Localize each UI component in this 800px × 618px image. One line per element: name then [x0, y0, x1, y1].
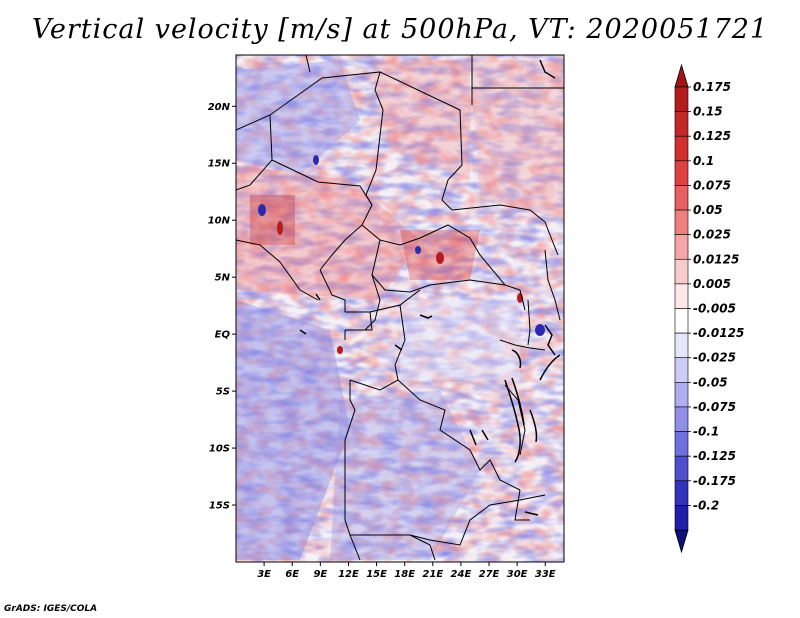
colorbar-label: -0.025 [693, 351, 736, 365]
lon-label: 24E [451, 569, 472, 580]
lon-label: 6E [285, 569, 299, 580]
lon-label: 18E [394, 569, 415, 580]
colorbar-swatch [674, 357, 689, 383]
colorbar-label: -0.075 [693, 400, 736, 414]
map-frame [235, 54, 565, 563]
colorbar-label: 0.025 [693, 228, 731, 242]
colorbar-swatch [674, 455, 689, 482]
colorbar-top-arrow [674, 63, 689, 88]
colorbar-swatch [674, 406, 689, 432]
colorbar-label: 0.15 [693, 105, 723, 119]
colorbar-label: 0.175 [693, 80, 731, 94]
lon-label: 33E [535, 569, 556, 580]
colorbar-legend: 0.175 0.15 0.125 0.1 0.075 0.05 0.025 0.0125 0.0… [674, 63, 744, 554]
colorbar-swatch [674, 480, 689, 506]
colorbar-label: 0.005 [693, 277, 731, 291]
colorbar-swatch [674, 111, 689, 137]
colorbar-label: 0.075 [693, 178, 731, 192]
latitude-axis: 20N 15N 10N 5N EQ 5S 10S 15S [208, 102, 236, 512]
colorbar-swatch [674, 209, 689, 235]
colorbar-swatch [674, 332, 689, 359]
lat-label: 15N [208, 159, 231, 170]
colorbar-bottom-arrow [674, 529, 689, 554]
country-borders [236, 55, 564, 561]
colorbar-label: 0.05 [693, 203, 723, 217]
colorbar-swatch [674, 185, 689, 211]
chart-title: Vertical velocity [m/s] at 500hPa, VT: 2… [31, 14, 769, 45]
lat-label: 15S [209, 501, 230, 512]
colorbar-label: 0.125 [693, 129, 731, 143]
colorbar-label: -0.05 [693, 375, 728, 389]
colorbar-swatch [674, 431, 689, 457]
lon-label: 12E [338, 569, 359, 580]
lat-label: 10N [208, 216, 231, 227]
lon-label: 3E [257, 569, 271, 580]
colorbar-swatch [674, 308, 689, 334]
lat-label: 20N [208, 102, 231, 113]
lon-label: 30E [507, 569, 528, 580]
colorbar-swatch [674, 86, 689, 112]
grads-credit: GrADS: IGES/COLA [4, 604, 98, 614]
lon-label: 27E [479, 569, 500, 580]
velocity-field [236, 55, 564, 562]
colorbar-swatch [674, 505, 689, 531]
lon-label: 21E [422, 569, 443, 580]
lat-label: 10S [209, 444, 230, 455]
lat-label: 5N [215, 273, 231, 284]
colorbar-label: -0.1 [693, 425, 719, 439]
colorbar-swatch [674, 283, 689, 309]
colorbar-swatch [674, 135, 689, 162]
lat-label: EQ [215, 330, 231, 341]
colorbar-swatch [674, 258, 689, 285]
colorbar-label: -0.125 [693, 449, 736, 463]
colorbar-label: -0.175 [693, 474, 736, 488]
colorbar-label: 0.1 [693, 154, 714, 168]
lon-label: 9E [313, 569, 327, 580]
colorbar-swatch [674, 382, 689, 408]
colorbar-swatch [674, 160, 689, 186]
colorbar-label: -0.005 [693, 302, 736, 316]
colorbar-label: -0.2 [693, 498, 719, 512]
colorbar-label: 0.0125 [693, 252, 739, 266]
longitude-axis: 3E 6E 9E 12E 15E 18E 21E 24E 27E 30E 33E [257, 562, 556, 580]
lon-label: 15E [366, 569, 387, 580]
colorbar-swatch [674, 234, 689, 260]
lat-label: 5S [216, 387, 230, 398]
colorbar-label: -0.0125 [693, 326, 744, 340]
